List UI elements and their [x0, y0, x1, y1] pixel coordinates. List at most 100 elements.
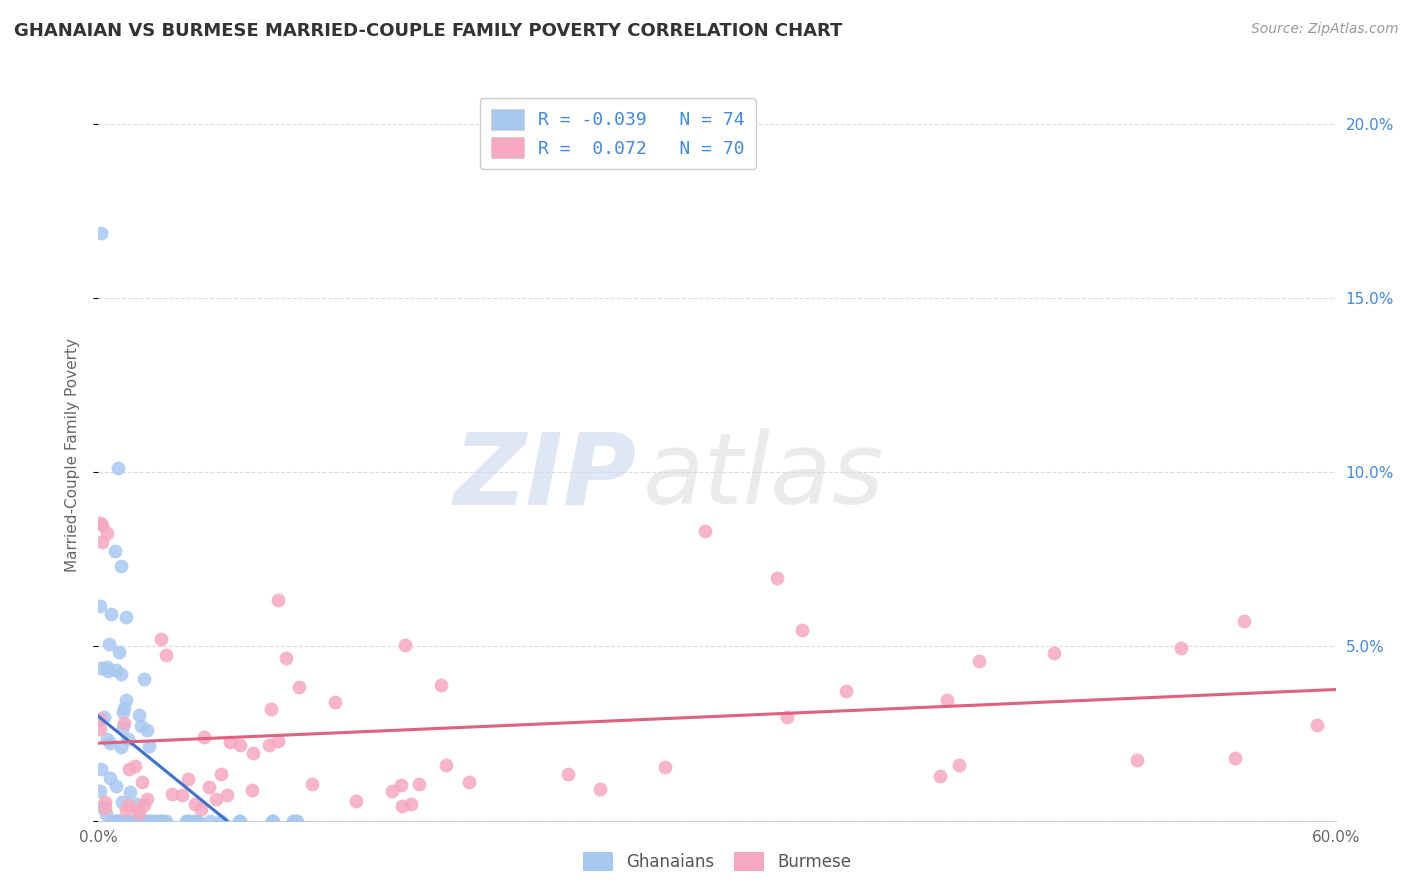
- Point: [89, 783, 111, 797]
- Point: [260, 702, 283, 716]
- Point: [112, 716, 135, 731]
- Point: [183, 814, 205, 828]
- Point: [135, 814, 157, 828]
- Point: [792, 624, 814, 638]
- Point: [936, 693, 959, 707]
- Point: [100, 607, 122, 621]
- Point: [284, 814, 307, 828]
- Point: [89, 516, 111, 530]
- Point: [969, 654, 991, 668]
- Point: [401, 797, 423, 811]
- Point: [107, 645, 129, 659]
- Point: [112, 814, 135, 828]
- Point: [117, 797, 139, 812]
- Point: [1043, 646, 1066, 660]
- Point: [110, 558, 132, 573]
- Point: [209, 814, 232, 828]
- Point: [91, 800, 114, 814]
- Point: [96, 660, 118, 674]
- Point: [104, 663, 127, 677]
- Point: [89, 712, 111, 726]
- Point: [184, 797, 207, 811]
- Point: [1126, 753, 1149, 767]
- Point: [107, 814, 129, 828]
- Point: [458, 774, 481, 789]
- Point: [118, 785, 141, 799]
- Point: [1223, 751, 1246, 765]
- Point: [205, 791, 228, 805]
- Point: [155, 648, 177, 662]
- Point: [94, 795, 117, 809]
- Point: [127, 814, 149, 828]
- Point: [124, 759, 146, 773]
- Point: [138, 739, 160, 753]
- Point: [97, 664, 120, 678]
- Point: [118, 762, 141, 776]
- Point: [89, 599, 111, 614]
- Point: [108, 814, 131, 828]
- Point: [91, 535, 114, 549]
- Point: [134, 673, 156, 687]
- Point: [177, 772, 200, 786]
- Point: [276, 651, 298, 665]
- Point: [112, 701, 135, 715]
- Point: [1306, 718, 1329, 732]
- Point: [148, 814, 170, 828]
- Point: [695, 524, 717, 538]
- Point: [143, 814, 166, 828]
- Point: [215, 788, 238, 802]
- Point: [139, 814, 162, 828]
- Point: [104, 814, 127, 828]
- Point: [131, 775, 153, 789]
- Point: [142, 814, 165, 828]
- Point: [190, 801, 212, 815]
- Point: [176, 814, 198, 828]
- Point: [242, 747, 264, 761]
- Point: [150, 814, 173, 828]
- Point: [100, 736, 122, 750]
- Point: [115, 693, 138, 707]
- Point: [115, 803, 138, 817]
- Point: [135, 814, 157, 828]
- Point: [389, 778, 412, 792]
- Point: [176, 814, 198, 828]
- Point: [131, 814, 153, 828]
- Point: [94, 806, 117, 821]
- Point: [242, 783, 264, 797]
- Point: [110, 739, 132, 754]
- Point: [96, 732, 118, 747]
- Point: [776, 710, 799, 724]
- Point: [93, 801, 115, 815]
- Point: [104, 814, 127, 828]
- Point: [198, 814, 221, 828]
- Y-axis label: Married-Couple Family Poverty: Married-Couple Family Poverty: [65, 338, 80, 572]
- Text: atlas: atlas: [643, 428, 884, 525]
- Point: [229, 814, 252, 828]
- Point: [90, 660, 112, 674]
- Point: [112, 720, 135, 734]
- Point: [160, 787, 183, 801]
- Point: [121, 814, 143, 828]
- Point: [129, 718, 152, 732]
- Point: [219, 735, 242, 749]
- Point: [262, 814, 284, 828]
- Point: [172, 788, 194, 802]
- Point: [257, 738, 280, 752]
- Point: [301, 777, 323, 791]
- Point: [93, 710, 115, 724]
- Point: [948, 757, 970, 772]
- Text: GHANAIAN VS BURMESE MARRIED-COUPLE FAMILY POVERTY CORRELATION CHART: GHANAIAN VS BURMESE MARRIED-COUPLE FAMIL…: [14, 22, 842, 40]
- Point: [149, 632, 172, 646]
- Point: [835, 683, 858, 698]
- Text: Source: ZipAtlas.com: Source: ZipAtlas.com: [1251, 22, 1399, 37]
- Point: [344, 794, 367, 808]
- Point: [101, 814, 124, 828]
- Point: [260, 814, 283, 828]
- Point: [90, 762, 112, 776]
- Point: [589, 782, 612, 797]
- Point: [193, 730, 215, 744]
- Point: [1170, 641, 1192, 656]
- Point: [108, 814, 131, 828]
- Point: [125, 797, 148, 812]
- Point: [115, 814, 138, 828]
